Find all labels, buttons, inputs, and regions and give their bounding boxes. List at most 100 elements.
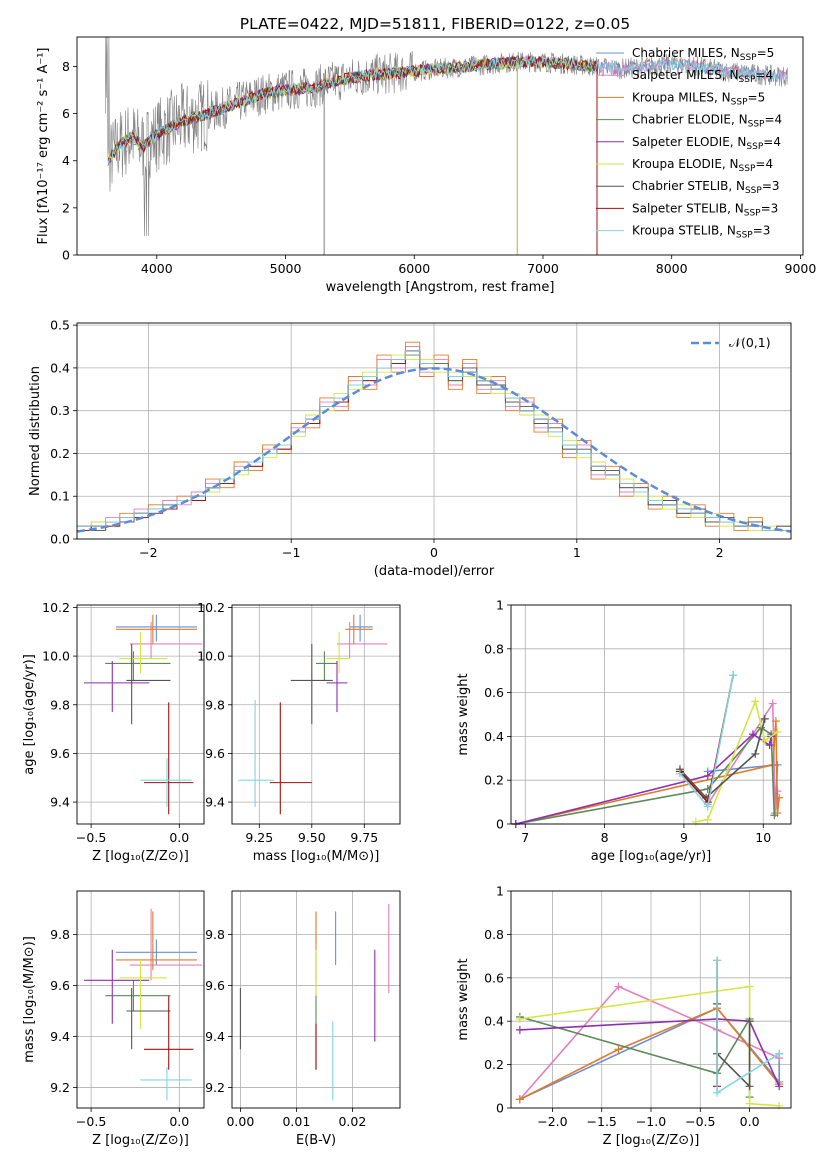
x-axis-label: E(B-V) (296, 1133, 336, 1148)
legend-label: Salpeter MILES, NSSP=4 (632, 68, 773, 85)
y-tick-label: 0.2 (484, 1057, 504, 1072)
mass-weight-marker (770, 811, 779, 820)
y-tick-label: 0.8 (484, 641, 504, 656)
y-tick-label: 10.0 (197, 649, 225, 664)
x-tick-label: 0.02 (338, 1114, 366, 1129)
x-axis-label: Z [log₁₀(Z/Z⊙)] (92, 1133, 189, 1148)
y-axis-label: mass [log₁₀(M/M⊙)] (22, 936, 37, 1063)
axes-frame (510, 890, 792, 1109)
axes-frame (231, 604, 401, 825)
mass-weight-marker (515, 1025, 524, 1034)
axes-frame (76, 604, 205, 825)
y-tick-label: 0.2 (484, 773, 504, 788)
mass-weight-marker (515, 1015, 524, 1024)
mass-weight-marker (691, 817, 700, 826)
legend-label: 𝒩(0,1) (729, 335, 771, 350)
x-tick-label: 7 (521, 830, 529, 845)
axes-frame (76, 36, 804, 256)
mass-weight-line (519, 985, 780, 1100)
chart-massweight-vs-age: 7 8 9 10 0 0.2 0.4 0.6 0.8 1 age [log₁₀(age/yr)] ma… (456, 598, 792, 864)
y-tick-label: 0.8 (484, 927, 504, 942)
mass-weight-marker (713, 1088, 722, 1097)
x-axis-label: Z [log₁₀(Z/Z⊙)] (92, 849, 189, 864)
y-tick-label: 0.5 (50, 318, 70, 333)
x-tick-label: 9000 (785, 261, 817, 276)
x-tick-label: −1.0 (636, 1114, 666, 1129)
y-tick-label: 9.4 (205, 1029, 225, 1044)
y-tick-label: 0.4 (50, 360, 70, 375)
y-tick-label: 9.8 (50, 697, 70, 712)
y-tick-label: 0.4 (484, 729, 504, 744)
x-tick-label: 2 (716, 545, 724, 560)
legend-value: =3 (753, 224, 771, 238)
legend-label: Salpeter STELIB, NSSP=3 (632, 201, 778, 218)
plots: 4000 5000 6000 7000 8000 900002468wavelength … (22, 36, 817, 1148)
mass-weight-line (679, 674, 734, 809)
mass-weight-line (515, 726, 776, 824)
y-tick-label: 9.8 (205, 697, 225, 712)
mass-weight-marker (614, 1045, 623, 1054)
mass-weight-marker (775, 1101, 784, 1110)
legend-label: Kroupa STELIB, NSSP=3 (632, 224, 770, 241)
y-tick-label: 8 (62, 59, 70, 74)
x-axis-label: (data-model)/error (374, 564, 495, 579)
legend-value: =4 (755, 157, 773, 171)
legend-value: =5 (757, 46, 775, 60)
x-tick-label: −0.5 (685, 1114, 715, 1129)
chart-residuals: −2 −1 0 1 2 0.0 0.1 0.2 0.3 0.4 0.5 (data-model)/er… (28, 318, 792, 579)
x-tick-label: 0.0 (169, 1114, 189, 1129)
x-axis-label: age [log₁₀(age/yr)] (591, 849, 712, 864)
y-tick-label: 0.2 (50, 446, 70, 461)
mass-weight-marker (748, 730, 757, 739)
legend-subscript: SSP (731, 97, 748, 107)
histogram-series (77, 350, 791, 531)
x-tick-label: 8000 (656, 261, 688, 276)
y-tick-label: 9.4 (205, 795, 225, 810)
axes-frame (76, 890, 205, 1109)
mass-weight-marker (713, 956, 722, 965)
legend-label: Chabrier MILES, NSSP=5 (632, 46, 774, 63)
y-tick-label: 0 (496, 1101, 504, 1116)
mass-weight-marker (760, 714, 769, 723)
y-axis-label: age [log₁₀(age/yr)] (22, 654, 37, 775)
y-tick-label: 9.8 (205, 927, 225, 942)
mass-weight-marker (775, 1082, 784, 1091)
y-tick-label: 9.4 (50, 1029, 70, 1044)
x-tick-label: 9.75 (350, 830, 378, 845)
mass-weight-marker (745, 1099, 754, 1108)
x-tick-label: 4000 (141, 261, 173, 276)
y-tick-label: 10.0 (42, 649, 70, 664)
y-axis-label: Normed distribution (28, 366, 43, 496)
x-tick-label: 10 (755, 830, 771, 845)
legend-subscript: SSP (740, 53, 757, 63)
x-tick-label: 6000 (398, 261, 430, 276)
x-tick-label: 1 (573, 545, 581, 560)
y-tick-label: 0.6 (484, 970, 504, 985)
mass-weight-marker (751, 697, 760, 706)
y-tick-label: 0.3 (50, 403, 70, 418)
y-tick-label: 10.2 (197, 600, 225, 615)
legend-value: =4 (763, 135, 781, 149)
legend-subscript: SSP (739, 75, 756, 85)
chart-spectrum: 4000 5000 6000 7000 8000 9000 0 2 4 6 8 wavelength … (36, 36, 817, 295)
y-tick-label: 9.6 (50, 746, 70, 761)
x-tick-label: 0.01 (282, 1114, 310, 1129)
chart-age-vs-Z: −0.5 0.0 9.4 9.6 9.8 10.0 10.2 Z [log₁₀(Z/Z⊙)] a… (22, 600, 205, 864)
mass-weight-marker (760, 736, 769, 745)
x-axis-label: wavelength [Angstrom, rest frame] (326, 280, 555, 295)
x-tick-label: 0.0 (740, 1114, 760, 1129)
y-tick-label: 9.2 (205, 1080, 225, 1095)
x-tick-label: −0.5 (76, 830, 106, 845)
mass-weight-marker (775, 1049, 784, 1058)
x-tick-label: −2 (139, 545, 157, 560)
mass-weight-marker (773, 728, 782, 737)
axes-frame (231, 890, 401, 1109)
legend-value: =5 (748, 90, 766, 104)
mass-weight-marker (745, 1017, 754, 1026)
y-tick-label: 1 (496, 598, 504, 613)
mass-weight-marker (729, 671, 738, 680)
x-tick-label: 8 (601, 830, 609, 845)
y-tick-label: 0 (62, 248, 70, 263)
x-tick-label: 9.50 (298, 830, 326, 845)
y-tick-label: 0.6 (484, 685, 504, 700)
